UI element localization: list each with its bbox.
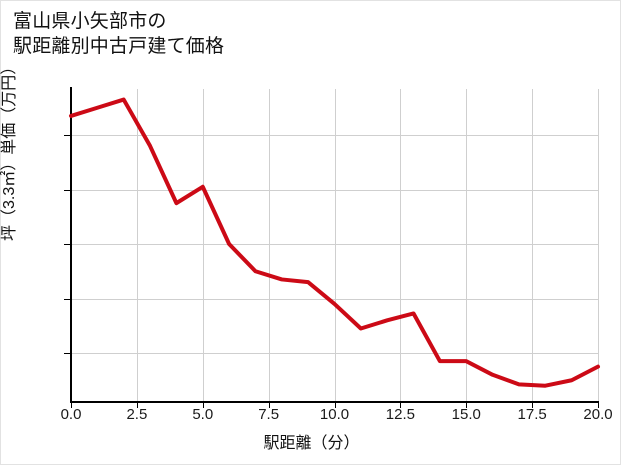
y-tick-mark-15.4 <box>64 353 70 354</box>
x-tick-label-0.0: 0.0 <box>60 406 82 423</box>
gridline-x-15.0 <box>466 89 468 401</box>
x-axis-spine <box>70 401 599 403</box>
x-tick-mark-15.0 <box>466 403 468 408</box>
plot-area <box>71 89 599 401</box>
chart-title: 富山県小矢部市の 駅距離別中古戸建て価格 <box>13 11 225 57</box>
x-tick-label-2.5: 2.5 <box>126 406 148 423</box>
x-tick-label-7.5: 7.5 <box>258 406 280 423</box>
x-tick-label-15.0: 15.0 <box>451 406 481 423</box>
y-tick-mark-16.0 <box>64 189 70 191</box>
x-tick-mark-2.5 <box>136 403 138 408</box>
gridline-x-12.5 <box>400 89 402 401</box>
y-tick-mark-15.6 <box>64 298 70 300</box>
gridline-x-2.5 <box>136 89 138 401</box>
gridline-x-5.0 <box>202 89 204 401</box>
y-tick-mark-16.2 <box>64 135 70 136</box>
x-tick-label-10.0: 10.0 <box>319 406 350 423</box>
x-tick-label-5.0: 5.0 <box>192 406 214 423</box>
y-tick-mark-15.8 <box>64 244 70 245</box>
x-tick-mark-12.5 <box>400 403 402 408</box>
x-tick-label-17.5: 17.5 <box>517 406 547 423</box>
x-tick-mark-20.0 <box>598 403 599 408</box>
x-axis-label: 駅距離（分） <box>263 435 360 452</box>
gridline-x-10.0 <box>334 89 336 401</box>
x-tick-mark-0.0 <box>71 403 72 408</box>
gridline-x-20.0 <box>598 89 599 401</box>
x-tick-mark-10.0 <box>334 403 336 408</box>
x-tick-label-20.0: 20.0 <box>583 406 613 423</box>
x-tick-mark-5.0 <box>202 403 204 408</box>
y-axis-spine <box>70 87 72 403</box>
x-tick-mark-17.5 <box>532 403 534 408</box>
y-axis-label: 坪（3.3㎡）単価（万円） <box>1 58 18 241</box>
x-tick-mark-7.5 <box>268 403 270 408</box>
gridline-x-7.5 <box>268 89 270 401</box>
gridline-x-17.5 <box>532 89 534 401</box>
x-tick-label-12.5: 12.5 <box>385 406 415 423</box>
